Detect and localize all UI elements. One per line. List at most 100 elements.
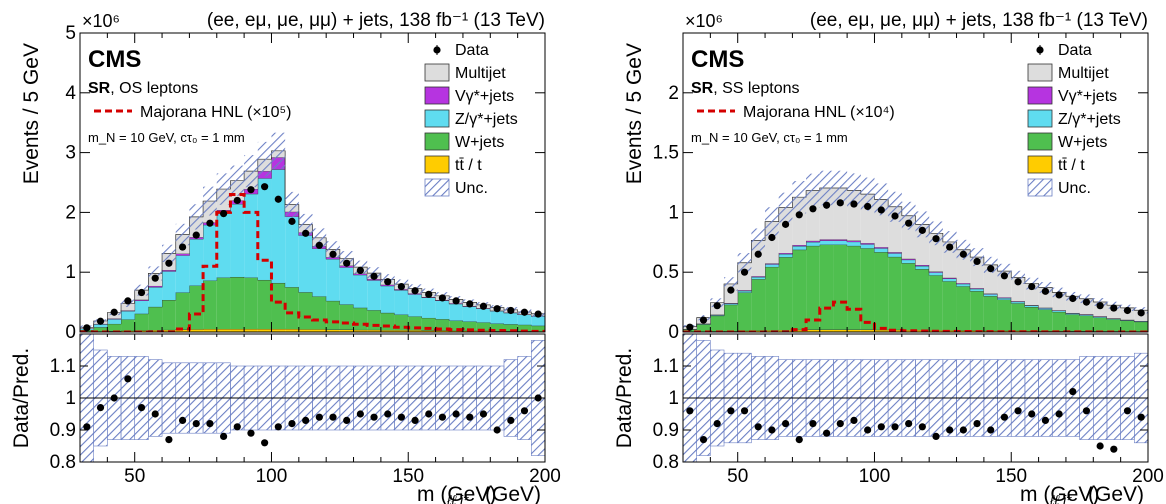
ratio-point — [493, 426, 501, 434]
unc-band — [1011, 270, 1025, 284]
stack-bar — [435, 330, 450, 332]
stack-bar — [1065, 314, 1080, 332]
stack-bar — [462, 306, 477, 322]
stack-bar — [806, 242, 820, 246]
stack-bar — [956, 283, 971, 284]
stack-bar — [1038, 308, 1053, 310]
stack-bar — [353, 273, 368, 275]
left-panel: 50 100 150 200 0 1 2 3 4 5 0.8 0.9 1 1.1 Events / 5 Ge… — [10, 10, 561, 504]
ratio-point — [370, 413, 378, 421]
data-point — [1014, 278, 1022, 286]
stack-bar — [244, 329, 258, 332]
data-point — [795, 211, 803, 219]
stack-bar — [107, 319, 122, 324]
stack-bar — [1052, 310, 1066, 312]
ratio-point — [754, 423, 762, 431]
stack-bar — [724, 303, 738, 305]
stack-bar — [408, 330, 422, 332]
region-label: SR, OS leptons — [88, 80, 198, 97]
stack-bar — [970, 288, 984, 289]
right-panel: 50 100 150 200 0 0.5 1 1.5 2 0.8 0.9 1 1.1 Events / 5… — [613, 10, 1164, 504]
stack-bar — [353, 329, 368, 332]
ratio-point — [877, 423, 885, 431]
data-point — [946, 243, 954, 251]
ratio-point — [781, 420, 790, 428]
ratio-point — [261, 439, 269, 447]
data-point — [466, 300, 474, 308]
data-point — [110, 308, 118, 316]
data-point — [370, 272, 378, 280]
stack-bar — [244, 277, 258, 330]
unc-band — [833, 170, 848, 206]
data-point — [397, 282, 405, 291]
unc-band — [778, 192, 793, 223]
ratio-point — [384, 410, 392, 418]
stack-bar — [230, 276, 245, 330]
data-point — [699, 316, 708, 324]
ratio-y-tick-label: 0.8 — [653, 452, 679, 473]
data-point — [479, 302, 488, 310]
data-point — [1069, 294, 1077, 303]
unc-band — [874, 183, 889, 216]
ratio-point — [836, 420, 844, 428]
ratio-point — [1055, 410, 1063, 418]
y-tick-label: 0.5 — [653, 262, 679, 283]
stack-bar — [710, 315, 725, 316]
ratio-point — [768, 426, 776, 434]
data-point — [713, 302, 721, 310]
series-w-jets — [683, 244, 1148, 332]
stack-bar — [983, 294, 998, 297]
legend-swatch — [424, 86, 450, 105]
ratio-point — [891, 423, 899, 431]
data-point — [1055, 291, 1063, 299]
stack-bar — [148, 287, 163, 307]
ratio-y-tick-label: 0.9 — [50, 420, 76, 441]
legend-label: tt̄ / t — [1058, 157, 1085, 174]
stack-bar — [901, 259, 916, 264]
ratio-point — [520, 407, 529, 415]
experiment-label: CMS — [691, 46, 744, 73]
ratio-point — [124, 375, 132, 383]
data-point — [809, 205, 817, 213]
series-z-jets — [683, 240, 1148, 330]
stack-bar — [380, 312, 395, 331]
x-tick-label: 150 — [995, 466, 1027, 487]
data-point — [356, 266, 364, 275]
y-multiplier: ×10⁶ — [685, 11, 723, 31]
stack-bar — [162, 271, 176, 301]
legend-swatch — [424, 155, 450, 174]
ratio-unc-band — [80, 334, 94, 462]
ratio-point — [206, 420, 214, 428]
data-point — [220, 209, 228, 218]
unc-band — [765, 207, 779, 236]
unc-band — [860, 177, 875, 211]
stack-bar — [1024, 305, 1039, 308]
stack-bar — [778, 257, 793, 331]
unc-band — [819, 170, 834, 206]
stack-bar — [710, 315, 725, 332]
ratio-point — [233, 423, 241, 431]
legend-label: Multijet — [455, 65, 506, 82]
stack-bar — [339, 267, 354, 305]
stack-bar — [792, 249, 807, 330]
experiment-label: CMS — [88, 46, 141, 73]
stack-bar — [216, 329, 231, 332]
stack-bar — [148, 306, 163, 331]
x-axis-label-unit: (GeV) — [1088, 483, 1144, 504]
data-point — [836, 199, 844, 207]
ratio-y-tick-label: 1 — [668, 388, 679, 409]
stack-bar — [915, 265, 930, 266]
stack-bar — [339, 329, 354, 332]
region-label: SR, SS leptons — [691, 80, 800, 97]
stack-bar — [819, 240, 834, 245]
ratio-point — [1069, 388, 1077, 396]
ratio-point — [356, 410, 364, 418]
legend-unc-swatch — [1027, 178, 1053, 197]
data-point — [83, 324, 91, 332]
ratio-point — [713, 420, 721, 428]
data-point — [438, 294, 447, 302]
data-point — [343, 259, 351, 267]
data-point — [727, 286, 735, 294]
ratio-point — [302, 416, 310, 424]
ratio-point — [1041, 416, 1050, 424]
